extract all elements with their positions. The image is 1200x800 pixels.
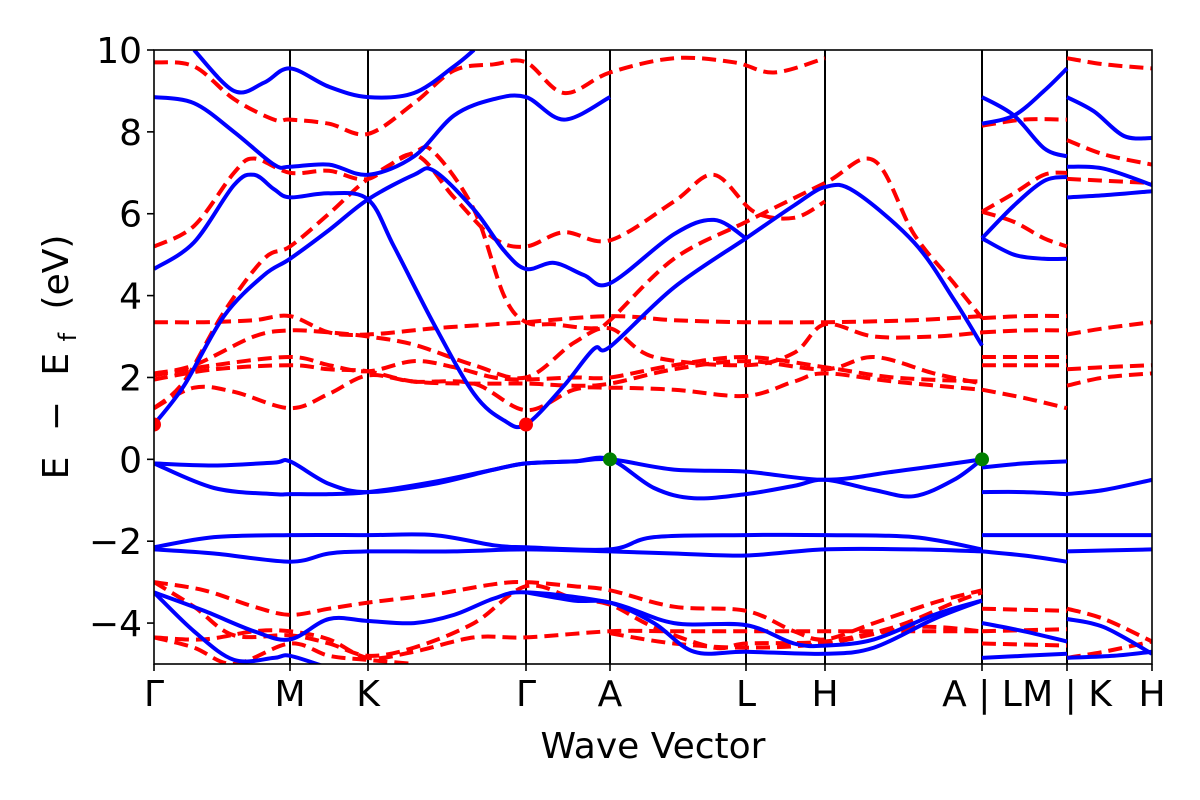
band-line-solid [154,455,984,501]
band-line-dashed [154,321,983,381]
band-line-dashed [980,170,1068,214]
band-line-solid [154,93,611,177]
band-edge-point [154,417,161,432]
y-axis-title-unit: (eV) [36,235,77,310]
y-tick-label: 2 [119,358,142,399]
y-axis-ticks: −4 −2 0 2 4 6 8 10 [89,31,154,645]
y-tick-label: −4 [89,604,142,645]
x-tick-label: M [274,674,305,715]
x-tick-label: H [1138,674,1165,715]
x-tick-label: A | L [942,674,1022,715]
band-line-dashed [154,354,983,388]
x-tick-label: K [356,674,381,715]
x-tick-label: H [811,674,838,715]
band-line-dashed [1066,138,1152,167]
band-line-dashed [981,328,1068,335]
x-tick-label: Γ [144,674,164,715]
y-tick-label: 0 [119,440,142,481]
band-line-dashed [154,313,983,337]
band-line-solid [981,236,1068,262]
band-edge-point [603,452,617,467]
y-tick-label: 10 [96,31,142,72]
band-line-solid [154,546,983,564]
band-line-dashed [981,117,1068,128]
band-line-solid [1066,95,1152,141]
band-line-dashed [1066,606,1152,644]
band-line-solid [154,172,984,430]
plot-frame [153,49,1153,665]
band-line-solid [154,590,983,649]
band-line-solid [1066,189,1152,200]
band-edge-point [519,417,533,432]
band-line-dashed [154,371,983,413]
band-line-dashed [1066,371,1152,388]
band-line-dashed [154,628,983,661]
band-line-dashed [1066,320,1152,337]
band-line-dashed [1066,56,1152,71]
y-tick-label: 8 [119,113,142,154]
band-line-solid [981,549,1068,564]
svg-text:E − E f: E − E f (eV) [36,235,85,480]
band-line-dashed [981,606,1068,613]
band-line-solid [981,66,1069,126]
band-line-solid [980,174,1068,240]
band-line-dashed [981,641,1068,648]
band-line-solid [192,50,476,100]
band-line-solid [1066,617,1152,656]
band-line-solid [525,590,983,656]
band-line-solid [1066,164,1152,187]
band-line-solid [1066,477,1152,497]
band-line-dashed [154,580,983,642]
band-edge-point [975,452,989,467]
band-line-dashed [1066,176,1152,185]
x-tick-label: Γ [516,674,536,715]
y-tick-label: 4 [119,277,142,318]
x-tick-label: M | K [1022,674,1113,715]
band-line-dashed [981,313,1068,321]
y-axis-title-minus: − [36,401,77,431]
kpoint-separator-lines [289,50,1068,664]
bands [154,50,1152,664]
band-line-dashed [154,354,983,384]
band-line-dashed [981,387,1068,411]
y-axis-title-e: E [36,457,77,480]
band-line-solid [981,489,1068,497]
band-line-dashed [609,624,983,650]
band-line-solid [1066,547,1152,554]
band-line-dashed [154,152,827,249]
band-line-solid [981,651,1068,660]
band-line-solid [154,590,324,664]
band-line-solid [154,166,748,426]
y-tick-label: −2 [89,522,142,563]
y-tick-label: 6 [119,195,142,236]
band-line-dashed [981,209,1068,249]
x-tick-label: L [736,674,756,715]
band-line-dashed [154,144,984,410]
band-line-dashed [154,55,826,137]
band-line-solid [981,459,1068,470]
y-axis-title-e2: E [36,353,77,376]
band-line-solid [981,621,1068,644]
x-tick-label: A [598,674,623,715]
band-line-solid [1066,649,1152,660]
band-edge-markers [154,417,989,467]
band-line-solid [981,95,1068,159]
y-axis-title: E − E f (eV) [36,235,85,480]
y-axis-title-subscript: f [54,332,82,341]
band-line-dashed [1066,363,1152,372]
x-axis-title: Wave Vector [541,726,766,767]
